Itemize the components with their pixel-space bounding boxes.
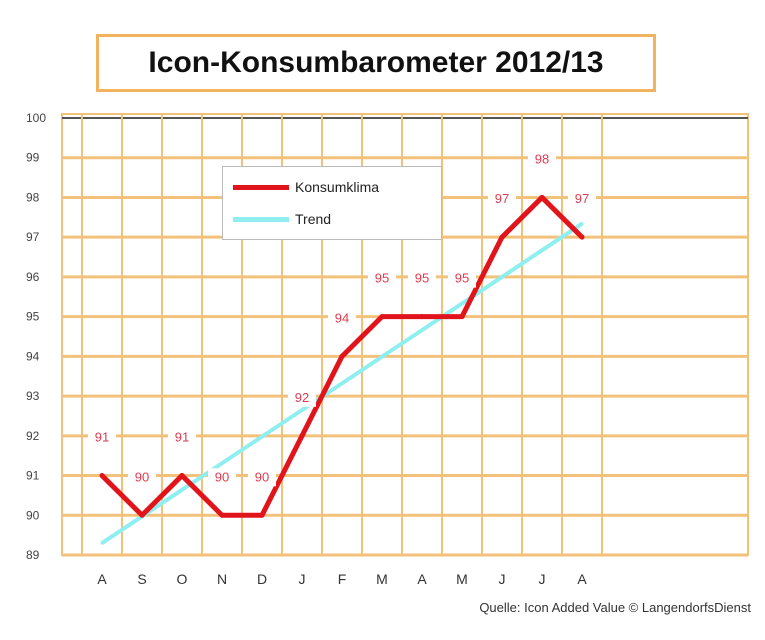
x-tick-label: J <box>499 571 506 587</box>
data-label: 92 <box>295 390 309 405</box>
trend-point <box>500 275 504 279</box>
data-label-bg <box>328 309 356 328</box>
y-tick-label: 95 <box>26 310 40 324</box>
x-tick-label: M <box>456 571 468 587</box>
data-label-bg <box>288 388 316 407</box>
data-label: 90 <box>255 469 269 484</box>
trend-point <box>460 302 464 306</box>
data-label: 97 <box>575 191 589 206</box>
y-tick-label: 100 <box>26 111 46 125</box>
konsumklima-point <box>579 234 585 240</box>
trend-point <box>260 435 264 439</box>
x-tick-label: A <box>97 571 107 587</box>
x-tick-label: O <box>177 571 188 587</box>
y-tick-label: 96 <box>26 270 40 284</box>
y-tick-label: 89 <box>26 548 40 562</box>
data-label-bg <box>168 428 196 447</box>
x-tick-label: N <box>217 571 227 587</box>
konsumklima-point <box>219 512 225 518</box>
legend: Konsumklima Trend <box>222 166 442 240</box>
trend-point <box>420 328 424 332</box>
data-label-bg <box>88 428 116 447</box>
x-tick-label: D <box>257 571 267 587</box>
konsumklima-point <box>179 473 185 479</box>
legend-label-konsumklima: Konsumklima <box>295 179 380 195</box>
data-label: 95 <box>455 271 469 286</box>
konsumklima-point <box>419 314 425 320</box>
y-tick-label: 92 <box>26 429 40 443</box>
konsumklima-point <box>259 512 265 518</box>
trend-point <box>580 222 584 226</box>
data-label: 91 <box>175 430 189 445</box>
konsumklima-point <box>339 353 345 359</box>
konsumklima-point <box>299 433 305 439</box>
konsumklima-point <box>459 314 465 320</box>
chart-title-box: Icon-Konsumbarometer 2012/13 <box>96 34 656 92</box>
data-label-bg <box>408 269 436 288</box>
x-tick-label: J <box>299 571 306 587</box>
trend-point <box>180 488 184 492</box>
konsumklima-point <box>539 194 545 200</box>
chart-title: Icon-Konsumbarometer 2012/13 <box>148 46 604 79</box>
data-label-bg <box>368 269 396 288</box>
legend-swatch-konsumklima <box>233 184 289 190</box>
data-label-bg <box>448 269 476 288</box>
x-tick-label: F <box>338 571 347 587</box>
data-label: 91 <box>95 430 109 445</box>
legend-label-trend: Trend <box>295 211 332 227</box>
data-label-bg <box>488 190 516 209</box>
konsumklima-point <box>99 473 105 479</box>
konsumklima-point <box>499 234 505 240</box>
y-tick-label: 99 <box>26 151 40 165</box>
data-label: 90 <box>215 469 229 484</box>
trend-point <box>380 355 384 359</box>
legend-swatch-trend <box>233 216 289 222</box>
trend-point <box>100 541 104 545</box>
trend-point <box>220 461 224 465</box>
trend-point <box>540 248 544 252</box>
data-label: 94 <box>335 310 349 325</box>
x-tick-label: A <box>577 571 587 587</box>
data-label-bg <box>568 190 596 209</box>
data-label-bg <box>128 468 156 487</box>
legend-item-trend: Trend <box>233 209 331 229</box>
data-label: 97 <box>495 191 509 206</box>
data-label: 98 <box>535 151 549 166</box>
data-label-bg <box>208 468 236 487</box>
y-tick-label: 93 <box>26 389 40 403</box>
y-tick-label: 98 <box>26 190 40 204</box>
x-tick-label: A <box>417 571 427 587</box>
data-label: 90 <box>135 469 149 484</box>
y-tick-label: 90 <box>26 508 40 522</box>
data-label-bg <box>528 150 556 169</box>
x-tick-label: J <box>539 571 546 587</box>
source-note: Quelle: Icon Added Value © LangendorfsDi… <box>479 600 751 615</box>
konsumklima-point <box>139 512 145 518</box>
y-tick-label: 94 <box>26 349 40 363</box>
x-tick-label: M <box>376 571 388 587</box>
data-label: 95 <box>375 271 389 286</box>
y-tick-label: 91 <box>26 469 40 483</box>
konsumklima-point <box>379 314 385 320</box>
trend-point <box>300 408 304 412</box>
y-tick-label: 97 <box>26 230 40 244</box>
data-label: 95 <box>415 271 429 286</box>
data-label-bg <box>248 468 276 487</box>
trend-point <box>340 381 344 385</box>
x-tick-label: S <box>137 571 146 587</box>
legend-item-konsumklima: Konsumklima <box>233 177 379 197</box>
